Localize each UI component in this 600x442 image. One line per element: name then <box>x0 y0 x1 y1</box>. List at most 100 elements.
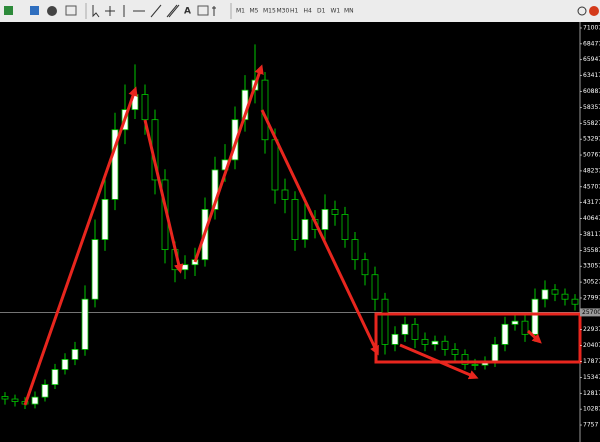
candle-body <box>501 323 509 345</box>
search-icon[interactable] <box>577 6 587 16</box>
candle-body <box>351 239 359 261</box>
candle-body <box>441 340 449 350</box>
candle-body <box>361 259 369 276</box>
candle-body <box>111 129 119 200</box>
candle-body <box>371 274 379 300</box>
y-tick-label: 12817 <box>583 390 600 397</box>
candle-body <box>31 396 39 405</box>
candle-body <box>141 94 149 121</box>
alert-icon[interactable] <box>589 6 599 16</box>
timeframe-button[interactable]: H4 <box>304 8 313 15</box>
y-tick-label: 27997 <box>583 294 600 301</box>
timeframe-button[interactable]: W1 <box>331 8 341 15</box>
timeframe-button[interactable]: MN <box>344 8 354 15</box>
candle-body <box>401 323 409 335</box>
candle-body <box>71 349 79 360</box>
y-tick-label: 50767 <box>583 152 600 159</box>
toolbar-bg <box>0 0 600 22</box>
candle-body <box>181 264 189 271</box>
candle-body <box>521 320 529 335</box>
candle-body <box>321 209 329 230</box>
candle-body <box>211 169 219 210</box>
price-label-bg <box>580 308 600 317</box>
tool-icon[interactable] <box>166 4 180 18</box>
tool-icon[interactable] <box>30 6 39 15</box>
candle-body <box>431 340 439 345</box>
candle-body <box>101 198 109 240</box>
candle-body <box>331 209 339 215</box>
candle-body <box>61 359 69 370</box>
candle-body <box>271 139 279 191</box>
y-tick-label: 43177 <box>583 199 600 206</box>
arrow <box>399 343 479 380</box>
timeframe-button[interactable]: M1 <box>236 8 245 15</box>
candle-body <box>551 289 559 295</box>
candle-body <box>281 189 289 200</box>
tool-icon[interactable] <box>92 5 100 18</box>
candle-body <box>91 239 99 300</box>
y-tick-label: 30527 <box>583 279 600 286</box>
candle-body <box>11 398 19 402</box>
y-tick-label: 33057 <box>583 263 600 270</box>
candle-body <box>341 214 349 240</box>
y-tick-label: 68477 <box>583 40 600 47</box>
annotations <box>23 64 582 406</box>
y-tick-label: 60887 <box>583 88 600 95</box>
timeframe-button[interactable]: D1 <box>317 8 326 15</box>
arrow <box>260 109 379 356</box>
y-tick-label: 45707 <box>583 183 600 190</box>
candle-body <box>491 344 499 362</box>
candle-body <box>561 293 569 300</box>
y-tick-label: 15347 <box>583 374 600 381</box>
candle-body <box>511 320 519 325</box>
tool-icon[interactable] <box>105 6 115 16</box>
y-tick-label: 63417 <box>583 72 600 79</box>
toolbar: A M1 M5 M15 M30 H1 H4 D1 W1 MN <box>0 0 600 22</box>
timeframes: M1 M5 M15 M30 H1 H4 D1 W1 MN <box>236 8 354 15</box>
candle-body <box>461 354 469 365</box>
candle-body <box>411 323 419 340</box>
tool-icon[interactable] <box>4 6 13 15</box>
candle-body <box>1 396 9 400</box>
y-tick-label: 53297 <box>583 136 600 143</box>
y-tick-label: 65947 <box>583 56 600 63</box>
candle-body <box>291 198 299 240</box>
candle-body <box>531 298 539 335</box>
y-tick-label: 35587 <box>583 247 600 254</box>
tool-icon[interactable] <box>197 5 209 16</box>
arrow <box>526 329 542 344</box>
candle-body <box>381 298 389 345</box>
y-tick-label: 22937 <box>583 326 600 333</box>
tool-icon[interactable] <box>150 4 162 18</box>
timeframe-button[interactable]: M30 <box>277 8 290 15</box>
y-tick-label: 38117 <box>583 231 600 238</box>
y-tick-label: 58357 <box>583 104 600 111</box>
arrow <box>23 86 138 406</box>
y-tick-label: 17877 <box>583 358 600 365</box>
candle-body <box>81 298 89 350</box>
tool-icon[interactable] <box>212 6 216 16</box>
tool-icon[interactable]: A <box>184 7 191 17</box>
candle-body <box>571 298 579 305</box>
y-tick-label: 71007 <box>583 24 600 31</box>
y-tick-label: 55827 <box>583 120 600 127</box>
y-tick-label: 40647 <box>583 215 600 222</box>
candle-body <box>51 369 59 385</box>
y-tick-label: 48237 <box>583 167 600 174</box>
timeframe-button[interactable]: M5 <box>250 8 259 15</box>
y-tick-label: 7757 <box>583 422 598 429</box>
candle-body <box>541 289 549 300</box>
tool-icon[interactable] <box>65 5 77 16</box>
candle-body <box>421 338 429 345</box>
candle-body <box>471 364 479 366</box>
candle-body <box>451 349 459 355</box>
tool-icon[interactable] <box>47 6 57 16</box>
timeframe-button[interactable]: H1 <box>290 8 299 15</box>
y-tick-label: 20407 <box>583 342 600 349</box>
candle-body <box>301 219 309 240</box>
timeframe-button[interactable]: M15 <box>263 8 276 15</box>
arrow <box>193 64 264 263</box>
